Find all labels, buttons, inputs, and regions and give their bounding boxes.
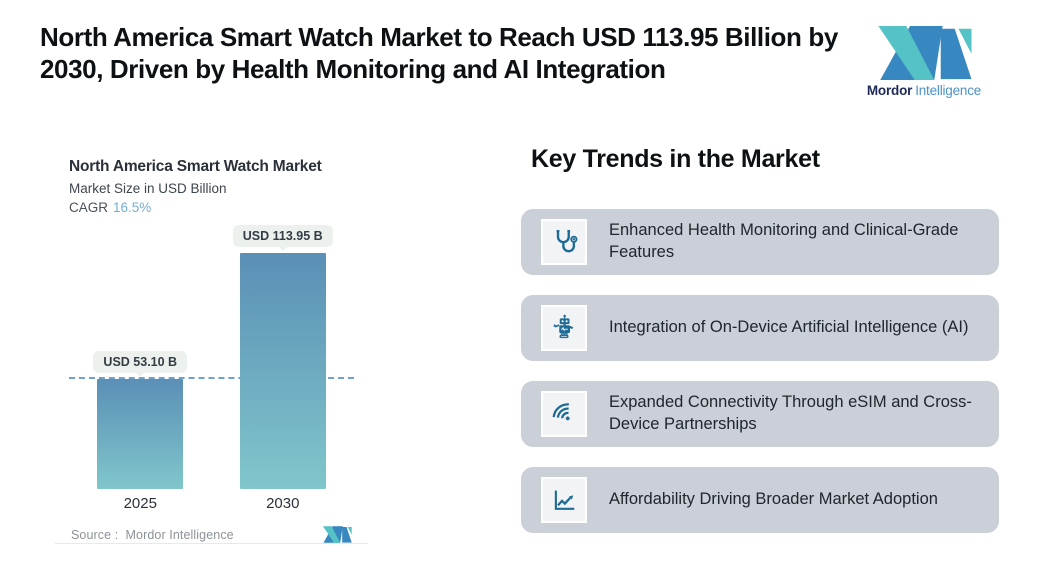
- reference-dashed-line: [69, 377, 354, 379]
- trend-card-on-device-ai: Integration of On-Device Artificial Inte…: [521, 295, 999, 361]
- x-tick-2030: 2030: [266, 495, 300, 512]
- brand-name-light: Intelligence: [915, 83, 982, 98]
- trend-label: Integration of On-Device Artificial Inte…: [609, 318, 969, 337]
- source-label: Source :: [71, 527, 119, 542]
- brand-name-bold: Mordor: [866, 83, 913, 98]
- mordor-intelligence-logo-icon: [874, 26, 974, 80]
- bar-group-2025: USD 53.10 B: [69, 351, 212, 489]
- brand-logo: Mordor Intelligence: [864, 26, 984, 98]
- mini-logo-icon: [322, 526, 352, 543]
- value-label-2025: USD 53.10 B: [93, 351, 188, 373]
- value-label-2030: USD 113.95 B: [232, 225, 333, 247]
- trends-heading: Key Trends in the Market: [531, 145, 820, 173]
- market-chart-card: North America Smart Watch Market Market …: [55, 140, 368, 544]
- cagr-label: CAGR: [69, 200, 109, 215]
- bar-2030: [239, 253, 326, 489]
- bar-group-2030: USD 113.95 B: [212, 225, 355, 489]
- trend-label: Enhanced Health Monitoring and Clinical-…: [609, 221, 959, 261]
- cagr-value: 16.5%: [113, 200, 152, 215]
- chart-title: North America Smart Watch Market: [69, 158, 322, 175]
- wifi-icon: [541, 391, 587, 437]
- trend-label: Affordability Driving Broader Market Ado…: [609, 490, 938, 509]
- page-title: North America Smart Watch Market to Reac…: [40, 22, 838, 84]
- trend-card-connectivity: Expanded Connectivity Through eSIM and C…: [521, 381, 999, 447]
- x-tick-2025: 2025: [123, 495, 157, 512]
- trend-card-affordability: Affordability Driving Broader Market Ado…: [521, 467, 999, 533]
- robot-icon: [541, 305, 587, 351]
- chart-subtitle: Market Size in USD Billion: [69, 181, 227, 196]
- bar-chart-plot: USD 53.10 B USD 113.95 B: [69, 221, 354, 489]
- source-value: Mordor Intelligence: [125, 527, 234, 542]
- stethoscope-icon: [541, 219, 587, 265]
- brand-wordmark: Mordor Intelligence: [864, 83, 984, 98]
- chart-footer: Source : Mordor Intelligence: [69, 526, 354, 543]
- source-note: Source : Mordor Intelligence: [71, 528, 234, 542]
- trend-card-health-monitoring: Enhanced Health Monitoring and Clinical-…: [521, 209, 999, 275]
- trend-label: Expanded Connectivity Through eSIM and C…: [609, 393, 972, 433]
- line-chart-icon: [541, 477, 587, 523]
- cagr-row: CAGR 16.5%: [69, 200, 354, 215]
- x-axis-labels: 2025 2030: [69, 495, 354, 512]
- bar-2025: [97, 379, 184, 489]
